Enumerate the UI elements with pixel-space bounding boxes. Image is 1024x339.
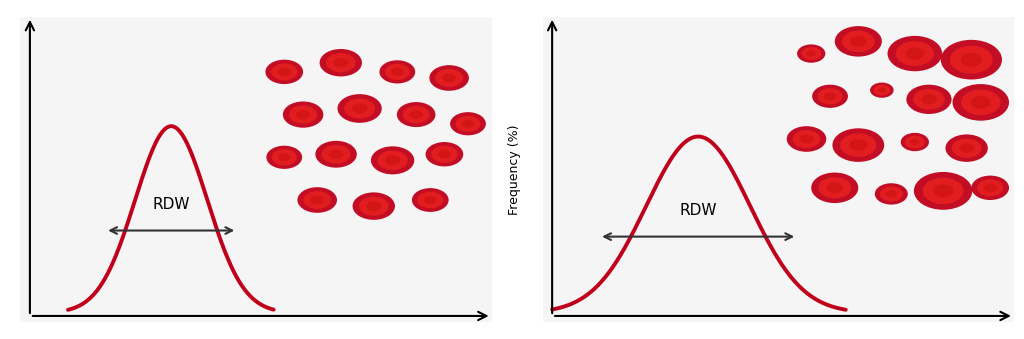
Ellipse shape: [786, 126, 826, 152]
Ellipse shape: [833, 128, 885, 162]
Ellipse shape: [840, 133, 877, 157]
Ellipse shape: [971, 96, 990, 109]
Ellipse shape: [835, 26, 882, 57]
Ellipse shape: [391, 68, 403, 76]
Text: RDW: RDW: [153, 197, 190, 212]
Ellipse shape: [371, 146, 415, 174]
Ellipse shape: [826, 182, 843, 193]
Ellipse shape: [952, 139, 981, 158]
Ellipse shape: [303, 191, 331, 209]
Ellipse shape: [811, 173, 858, 203]
Ellipse shape: [933, 184, 953, 198]
Ellipse shape: [334, 58, 348, 67]
Ellipse shape: [397, 102, 435, 127]
Ellipse shape: [265, 60, 303, 84]
Ellipse shape: [442, 74, 456, 82]
Ellipse shape: [823, 92, 837, 100]
Ellipse shape: [329, 149, 343, 159]
Ellipse shape: [984, 183, 996, 192]
Ellipse shape: [961, 89, 1000, 115]
Ellipse shape: [412, 188, 449, 212]
Ellipse shape: [802, 47, 821, 60]
Ellipse shape: [793, 130, 820, 148]
Ellipse shape: [359, 197, 388, 216]
Ellipse shape: [849, 139, 867, 151]
Ellipse shape: [906, 85, 951, 114]
Ellipse shape: [818, 177, 851, 199]
Ellipse shape: [870, 82, 894, 98]
Ellipse shape: [424, 196, 436, 204]
Ellipse shape: [319, 49, 362, 76]
Ellipse shape: [977, 179, 1004, 196]
Text: Frequency (%): Frequency (%): [508, 124, 521, 215]
Ellipse shape: [462, 120, 474, 128]
Ellipse shape: [278, 153, 291, 161]
Ellipse shape: [289, 105, 317, 124]
Ellipse shape: [410, 110, 423, 119]
Ellipse shape: [905, 136, 925, 148]
Ellipse shape: [797, 44, 825, 63]
Ellipse shape: [296, 110, 310, 119]
Text: RDW: RDW: [679, 203, 717, 218]
Ellipse shape: [959, 143, 974, 153]
Ellipse shape: [806, 51, 816, 57]
Ellipse shape: [352, 193, 395, 220]
Ellipse shape: [338, 94, 382, 123]
Ellipse shape: [961, 53, 982, 66]
Ellipse shape: [378, 151, 408, 170]
Ellipse shape: [842, 31, 874, 52]
Ellipse shape: [800, 135, 813, 143]
Ellipse shape: [385, 156, 400, 165]
Ellipse shape: [435, 69, 463, 87]
Ellipse shape: [352, 103, 368, 114]
Ellipse shape: [418, 192, 443, 208]
Ellipse shape: [431, 146, 458, 163]
Ellipse shape: [326, 53, 355, 72]
Ellipse shape: [952, 84, 1009, 121]
Ellipse shape: [322, 145, 350, 164]
Ellipse shape: [426, 142, 463, 166]
Ellipse shape: [972, 176, 1009, 200]
Ellipse shape: [880, 186, 903, 201]
Ellipse shape: [913, 89, 945, 109]
Ellipse shape: [315, 141, 356, 168]
Ellipse shape: [310, 196, 325, 204]
Ellipse shape: [941, 40, 1001, 80]
Ellipse shape: [874, 183, 908, 205]
Ellipse shape: [456, 116, 480, 132]
Ellipse shape: [923, 178, 964, 204]
Ellipse shape: [297, 187, 337, 213]
Ellipse shape: [402, 106, 430, 123]
Ellipse shape: [878, 87, 886, 93]
Ellipse shape: [283, 101, 324, 128]
Ellipse shape: [271, 63, 297, 80]
Ellipse shape: [266, 146, 302, 169]
Ellipse shape: [888, 36, 942, 71]
Ellipse shape: [950, 46, 993, 74]
Ellipse shape: [886, 190, 897, 198]
Ellipse shape: [429, 65, 469, 91]
Ellipse shape: [817, 88, 843, 104]
Ellipse shape: [945, 134, 988, 162]
Ellipse shape: [385, 64, 410, 80]
Ellipse shape: [271, 149, 297, 165]
Ellipse shape: [850, 36, 866, 47]
Ellipse shape: [278, 67, 291, 76]
Ellipse shape: [367, 201, 381, 211]
Ellipse shape: [812, 85, 848, 108]
Ellipse shape: [905, 47, 925, 60]
Ellipse shape: [921, 94, 937, 104]
Ellipse shape: [344, 98, 375, 119]
Ellipse shape: [438, 150, 451, 159]
Ellipse shape: [451, 112, 485, 135]
Ellipse shape: [913, 172, 973, 210]
Ellipse shape: [901, 133, 929, 151]
Ellipse shape: [910, 139, 920, 145]
Ellipse shape: [873, 85, 890, 96]
Ellipse shape: [380, 60, 415, 83]
Ellipse shape: [896, 41, 934, 66]
